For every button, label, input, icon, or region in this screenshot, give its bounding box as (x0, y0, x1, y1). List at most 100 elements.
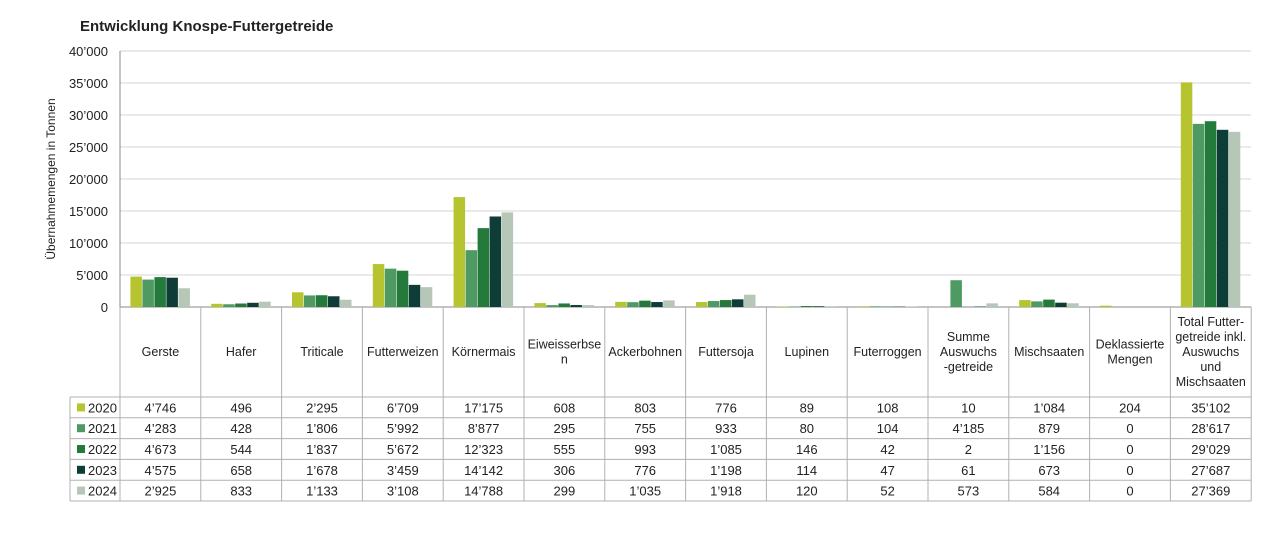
bar (570, 305, 582, 307)
data-table-cell: 0 (1126, 484, 1133, 499)
bar (696, 302, 708, 307)
category-label-line: Gerste (142, 345, 180, 359)
bar (1067, 303, 1079, 307)
data-table-cell: 776 (634, 463, 656, 478)
data-table-cell: 2’295 (306, 400, 338, 415)
data-table-cell: 1’133 (306, 484, 338, 499)
category-label: Futtersoja (698, 345, 754, 359)
data-table-cell: 496 (230, 400, 252, 415)
bar (857, 306, 870, 307)
bar (1204, 121, 1217, 307)
data-table-cell: 555 (554, 442, 576, 457)
bar (1055, 302, 1067, 307)
bar (477, 228, 490, 307)
data-table-cell: 584 (1038, 484, 1060, 499)
category-label: Futerroggen (854, 345, 922, 359)
category-label-line: -getreide (944, 360, 993, 374)
data-table-cell: 803 (634, 400, 656, 415)
bar (744, 294, 756, 307)
bar (720, 300, 732, 307)
bar (259, 301, 271, 307)
bar (384, 268, 397, 307)
data-table-cell: 27’369 (1191, 484, 1230, 499)
bar (223, 304, 235, 307)
bar (1019, 300, 1031, 307)
y-tick-label: 30’000 (69, 108, 108, 123)
category-label: Total Futter-getreide inkl. Auswuchs und Mi… (1175, 315, 1246, 389)
data-table-cell: 108 (877, 400, 899, 415)
legend-label: 2023 (88, 463, 117, 478)
data-table-cell: 42 (880, 442, 894, 457)
data-table-cell: 4’673 (144, 442, 176, 457)
bar (408, 284, 421, 307)
category-label-line: Lupinen (785, 345, 830, 359)
data-table-cell: 776 (715, 400, 737, 415)
bar (292, 292, 304, 307)
data-table-cell: 28’617 (1191, 421, 1230, 436)
bar (986, 303, 998, 307)
category-label: Summe Auswuchs -getreide (940, 330, 997, 374)
bar (708, 301, 720, 307)
data-table-cell: 0 (1126, 442, 1133, 457)
legend-swatch (77, 403, 85, 412)
category-label: Ackerbohnen (608, 345, 682, 359)
bar (328, 296, 340, 307)
bar (1100, 305, 1112, 307)
legend-swatch (77, 465, 85, 474)
data-table-cell: 17’175 (464, 400, 503, 415)
category-label-line: Futterweizen (367, 345, 439, 359)
data-table-cell: 3’459 (387, 463, 419, 478)
bar (869, 306, 882, 307)
bar (800, 306, 813, 307)
data-table-cell: 306 (554, 463, 576, 478)
bar (582, 305, 594, 307)
category-label-line: Auswuchs (940, 345, 997, 359)
category-label: Gerste (142, 345, 180, 359)
category-label-line: Auswuchs (1182, 345, 1239, 359)
bar (453, 197, 466, 307)
data-table-cell: 4’746 (144, 400, 176, 415)
data-table-cell: 35’102 (1191, 400, 1230, 415)
data-table-cell: 2 (965, 442, 972, 457)
data-table-cell: 5’992 (387, 421, 419, 436)
data-table-cell: 544 (230, 442, 252, 457)
data-table-cell: 1’035 (629, 484, 661, 499)
data-table-cell: 5’672 (387, 442, 419, 457)
category-label-line: Eiweisserbse (528, 338, 602, 352)
data-table-cell: 1’198 (710, 463, 742, 478)
bar (558, 303, 570, 307)
data-table-cell: 29’029 (1191, 442, 1230, 457)
data-table-cell: 1’084 (1033, 400, 1065, 415)
data-table-cell: 608 (554, 400, 576, 415)
legend-swatch (77, 445, 85, 453)
data-table-cell: 12’323 (464, 442, 503, 457)
data-table-cell: 6’709 (387, 400, 419, 415)
data-table-cell: 8’877 (468, 421, 500, 436)
data-table-cell: 120 (796, 484, 818, 499)
category-label-line: Futerroggen (854, 345, 922, 359)
bar (316, 295, 328, 307)
data-table-cell: 879 (1038, 421, 1060, 436)
bar (130, 276, 142, 307)
data-table-cell: 104 (877, 421, 899, 436)
bar (1180, 82, 1193, 307)
bar (465, 250, 478, 307)
data-table-cell: 10 (961, 400, 975, 415)
category-label: Körnermais (452, 345, 516, 359)
legend-label: 2024 (88, 484, 117, 499)
bar (732, 299, 744, 307)
data-table-cell: 27’687 (1191, 463, 1230, 478)
data-table-cell: 146 (796, 442, 818, 457)
category-label-line: Deklassierte (1096, 338, 1165, 352)
y-axis-label: Übernahmemengen in Tonnen (44, 98, 58, 259)
bar (824, 306, 837, 307)
bar (1216, 129, 1229, 307)
bar (420, 287, 433, 307)
bar (235, 303, 247, 307)
bar (142, 279, 154, 307)
bar (178, 288, 190, 307)
bar (776, 306, 789, 307)
data-table-cell: 0 (1126, 421, 1133, 436)
data-table-cell: 14’142 (464, 463, 503, 478)
